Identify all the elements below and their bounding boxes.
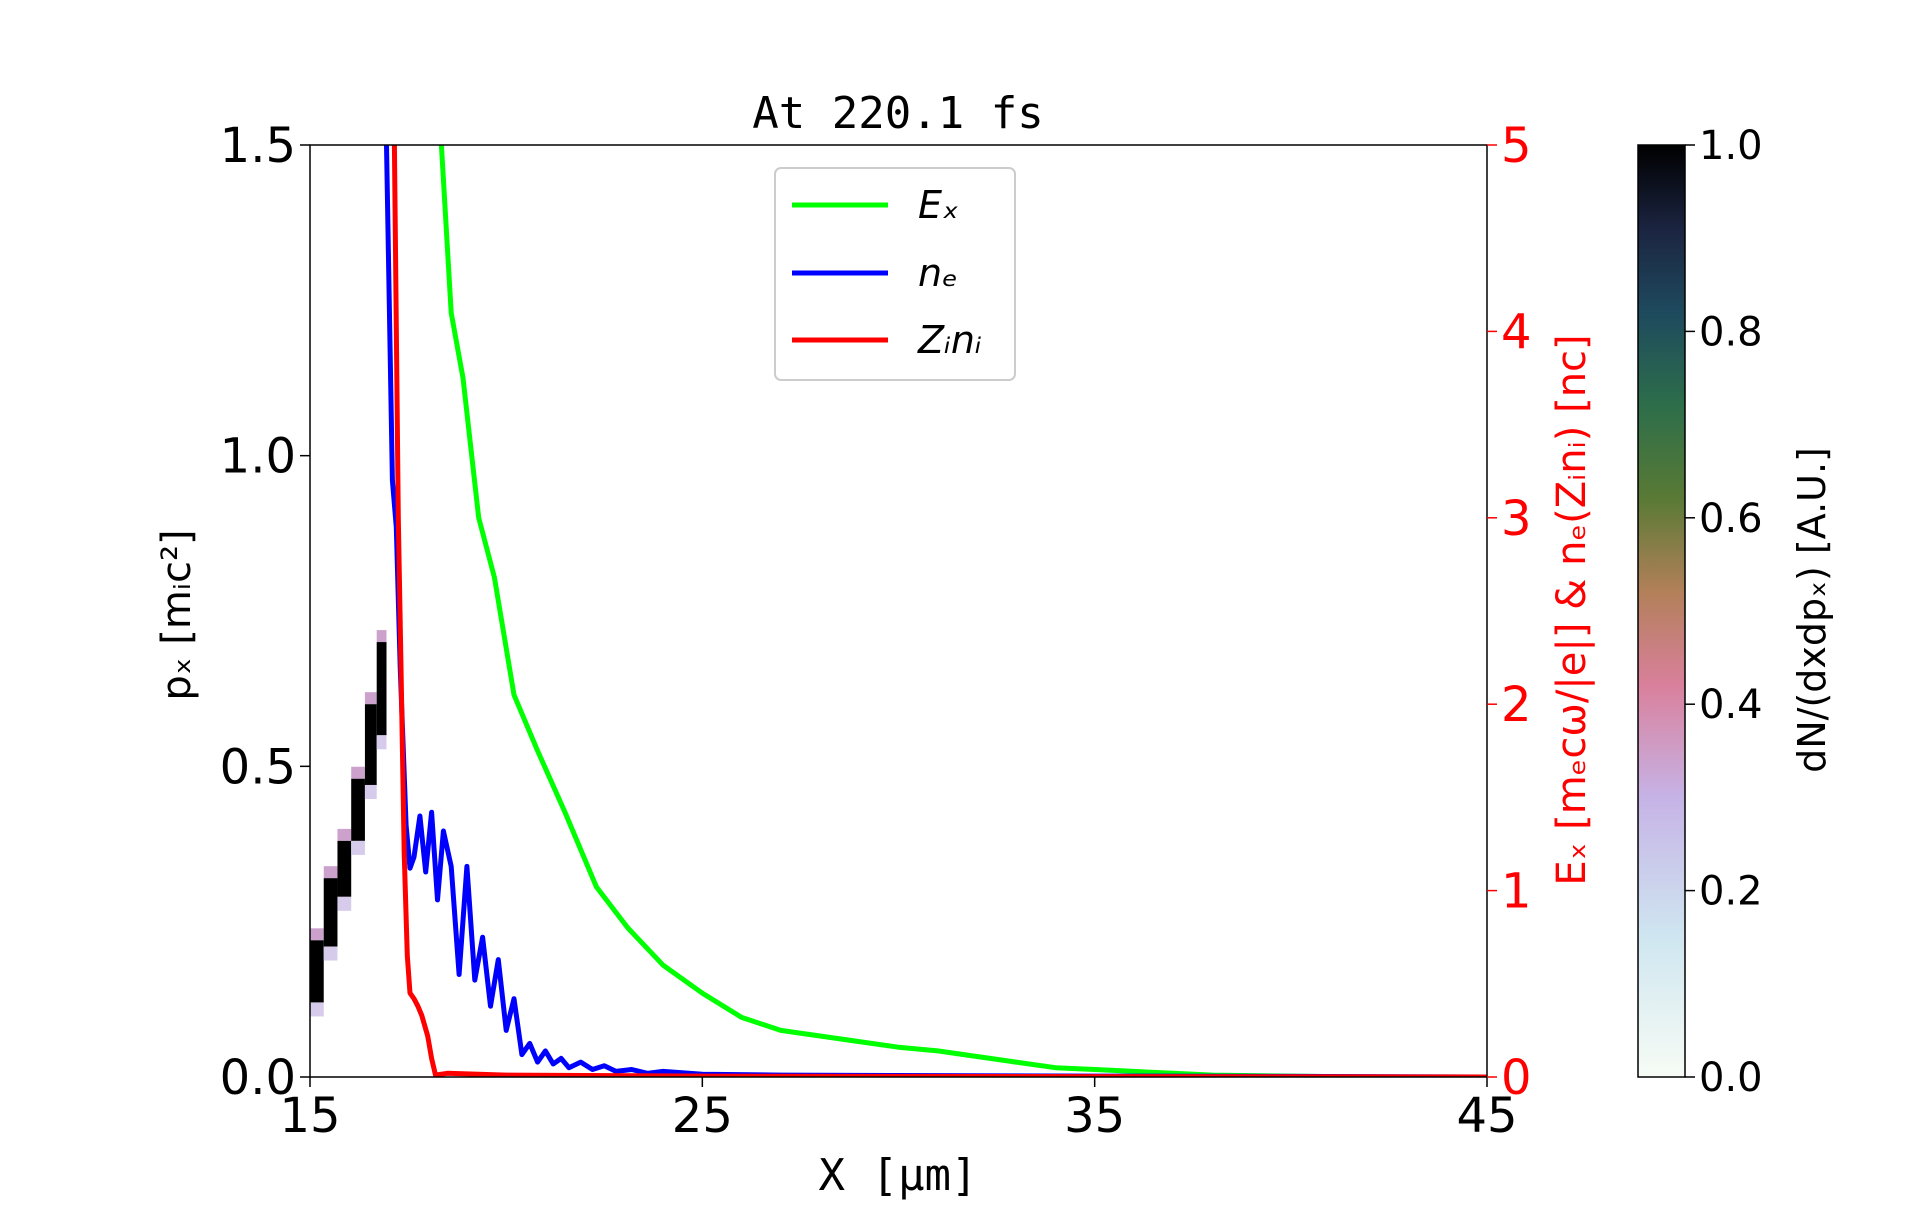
plot-frame [309,144,1488,1078]
y-left-tick-label: 0.0 [220,1050,296,1106]
legend: Eₓ nₑ Zᵢnᵢ [774,167,1016,381]
legend-label-zini: Zᵢnᵢ [917,318,982,362]
x-axis-label: X [μm] [819,1150,978,1200]
colorbar: 0.0 0.2 0.4 0.6 0.8 1.0 dN/(dxdpₓ) [A.U.] [1637,123,1834,1101]
y-right-tick-label: 3 [1501,491,1532,547]
y-right-axis-ticks: 0 1 2 3 4 5 [1487,118,1532,1106]
x-axis-ticks: 15 25 35 45 [279,1077,1518,1144]
x-tick-label: 15 [279,1088,340,1144]
x-tick-label: 25 [672,1088,733,1144]
phase-cell [310,940,324,1003]
x-tick-label: 35 [1064,1088,1125,1144]
phase-cell [337,840,352,897]
y-right-tick-label: 0 [1501,1050,1532,1106]
colorbar-label: dN/(dxdpₓ) [A.U.] [1790,447,1834,773]
colorbar-tick-label: 0.4 [1699,682,1763,728]
colorbar-ticks: 0.0 0.2 0.4 0.6 0.8 1.0 [1685,123,1763,1101]
colorbar-tick-label: 0.6 [1699,496,1763,542]
series-line-ne [384,145,1487,1077]
y-left-axis-label: pₓ [mᵢc²] [154,529,200,700]
legend-label-ex: Eₓ [918,183,959,227]
legend-label-ne: nₑ [918,251,958,295]
y-left-tick-label: 0.5 [220,739,296,795]
phase-cell-fringe-bottom [351,840,365,855]
phase-cell [351,778,365,841]
y-right-tick-label: 1 [1501,864,1532,920]
y-right-tick-label: 2 [1501,677,1532,733]
y-right-tick-label: 4 [1501,304,1532,360]
legend-box [774,167,1016,381]
y-left-tick-label: 1.5 [220,118,296,174]
y-left-tick-label: 1.0 [220,429,296,485]
colorbar-tick-label: 0.0 [1699,1055,1763,1101]
phase-space-density [310,630,387,1017]
x-tick-label: 45 [1456,1088,1517,1144]
phase-cell-fringe-bottom [310,1002,324,1017]
colorbar-tick-label: 0.2 [1699,869,1763,915]
phase-cell-fringe-bottom [364,784,377,799]
phase-cell-fringe-top [323,866,338,879]
phase-cell-fringe-top [310,928,324,941]
series-line-ex [438,145,1487,1077]
phase-cell [376,642,387,736]
colorbar-gradient [1637,144,1686,1078]
chart-title: At 220.1 fs [752,88,1043,139]
phase-cell-fringe-bottom [323,946,338,961]
phase-cell [323,878,338,947]
phase-cell-fringe-top [364,692,377,705]
phase-cell-fringe-top [376,630,387,643]
phase-cell-fringe-top [351,766,365,779]
colorbar-tick-label: 0.8 [1699,309,1763,355]
phase-cell-fringe-bottom [376,735,387,750]
phase-cell-fringe-bottom [337,896,352,911]
phase-cell-fringe-top [337,828,352,841]
y-right-tick-label: 5 [1501,118,1532,174]
y-left-axis-ticks: 0.0 0.5 1.0 1.5 [220,118,310,1106]
colorbar-tick-label: 1.0 [1699,123,1763,169]
y-right-axis-label: Eₓ [mₑcω/|e|] & nₑ(Zᵢnᵢ) [nᴄ] [1549,334,1595,885]
phase-cell [364,704,377,785]
